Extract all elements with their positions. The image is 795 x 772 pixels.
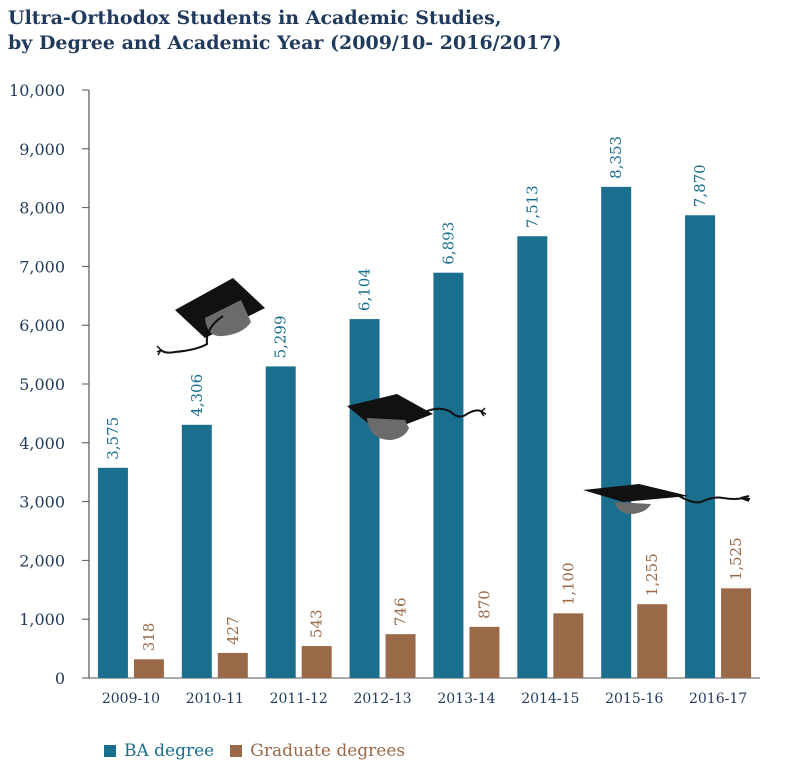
value-label-ba: 7,513	[523, 185, 541, 228]
bar-ba-degree	[181, 424, 212, 678]
value-label-graduate: 318	[140, 623, 158, 652]
bar-graduate-degrees	[133, 659, 164, 678]
legend: BA degree Graduate degrees	[104, 739, 421, 763]
graduation-cap-icon	[156, 278, 265, 356]
bar-ba-degree	[601, 186, 632, 678]
value-label-ba: 3,575	[104, 417, 122, 460]
bar-graduate-degrees	[469, 626, 500, 678]
bar-ba-degree	[517, 236, 548, 678]
y-tick-label: 0	[55, 669, 65, 688]
value-label-ba: 4,306	[188, 374, 206, 417]
value-label-graduate: 870	[475, 590, 493, 619]
x-tick-label: 2015-16	[605, 691, 663, 707]
x-tick-label: 2009-10	[102, 691, 160, 707]
legend-item-ba: BA degree	[104, 741, 214, 761]
value-label-graduate: 1,100	[559, 562, 577, 605]
value-label-graduate: 746	[392, 597, 410, 626]
y-tick-label: 6,000	[19, 316, 65, 335]
bars	[97, 186, 752, 678]
graduation-cap-icon	[583, 484, 751, 514]
value-label-ba: 7,870	[691, 164, 709, 207]
title-line-1: Ultra-Orthodox Students in Academic Stud…	[8, 7, 502, 29]
x-tick-label: 2010-11	[186, 691, 244, 707]
bar-ba-degree	[685, 215, 716, 678]
y-tick-label: 2,000	[19, 551, 65, 570]
legend-swatch-ba	[104, 745, 116, 757]
x-tick-label: 2013-14	[437, 691, 495, 707]
value-label-ba: 8,353	[607, 136, 625, 179]
value-label-graduate: 427	[224, 616, 242, 645]
x-tick-label: 2016-17	[689, 691, 747, 707]
bar-graduate-degrees	[721, 588, 752, 678]
legend-swatch-graduate	[230, 745, 243, 757]
bar-graduate-degrees	[301, 646, 332, 678]
value-label-graduate: 543	[308, 609, 326, 638]
bar-ba-degree	[265, 366, 296, 678]
bar-graduate-degrees	[385, 634, 416, 678]
bar-ba-degree	[433, 272, 464, 678]
y-tick-label: 1,000	[19, 610, 65, 629]
y-tick-label: 9,000	[19, 140, 65, 159]
value-label-graduate: 1,525	[727, 537, 745, 580]
value-labels: 3,575 318 4,306 427 5,299 543 6,104 746 6,893 870…	[104, 136, 745, 651]
y-tick-label: 7,000	[19, 257, 65, 276]
legend-label-graduate: Graduate degrees	[250, 741, 406, 761]
legend-item-graduate: Graduate degrees	[230, 741, 405, 761]
bar-graduate-degrees	[217, 652, 248, 678]
legend-label-ba: BA degree	[124, 741, 215, 761]
bar-chart: 0 1,000 2,000 3,000 4,000 5,000 6,000 7,000 8,00…	[9, 81, 760, 707]
bar-graduate-degrees	[553, 613, 584, 678]
x-tick-label: 2011-12	[270, 691, 328, 707]
chart-title: Ultra-Orthodox Students in Academic Stud…	[8, 6, 788, 56]
y-tick-label: 4,000	[19, 434, 65, 453]
x-tick-label: 2014-15	[521, 691, 579, 707]
value-label-ba: 6,893	[439, 222, 457, 265]
bar-ba-degree	[349, 319, 380, 678]
bar-graduate-degrees	[637, 604, 668, 678]
graduation-cap-icon	[347, 394, 487, 440]
value-label-ba: 5,299	[272, 315, 290, 358]
x-tick-label: 2012-13	[353, 691, 411, 707]
title-line-2: by Degree and Academic Year (2009/10- 20…	[8, 32, 562, 54]
bar-ba-degree	[97, 467, 128, 678]
y-tick-label: 5,000	[19, 375, 65, 394]
y-tick-label: 8,000	[19, 199, 65, 218]
y-tick-label: 10,000	[9, 81, 65, 100]
value-label-graduate: 1,255	[643, 553, 661, 596]
value-label-ba: 6,104	[356, 268, 374, 311]
axes: 0 1,000 2,000 3,000 4,000 5,000 6,000 7,000 8,00…	[9, 81, 760, 707]
y-tick-label: 3,000	[19, 493, 65, 512]
